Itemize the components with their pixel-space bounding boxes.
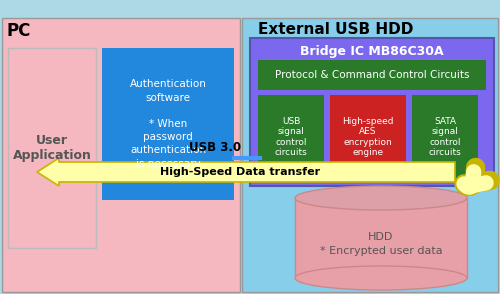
Bar [295, 198, 467, 278]
Text: High-Speed Data transfer: High-Speed Data transfer [160, 167, 320, 177]
Text: USB 3.0: USB 3.0 [189, 141, 241, 154]
Text: Protocol & Command Control Circuits: Protocol & Command Control Circuits [275, 70, 469, 80]
Ellipse shape [295, 186, 467, 210]
Bar [258, 60, 486, 90]
Bar [330, 95, 406, 179]
Text: Bridge IC MB86C30A: Bridge IC MB86C30A [300, 46, 444, 59]
Text: USB
signal
control
circuits: USB signal control circuits [274, 117, 308, 157]
Ellipse shape [295, 266, 467, 290]
Text: High-speed
AES
encryption
engine: High-speed AES encryption engine [342, 117, 394, 157]
Bar [258, 95, 324, 179]
Text: HDD
* Encrypted user data: HDD * Encrypted user data [320, 232, 442, 256]
FancyArrow shape [37, 158, 455, 186]
Bar [2, 18, 240, 292]
Text: Authentication
software

* When
password
authentication
is necessary: Authentication software * When password … [130, 79, 206, 168]
Bar [8, 48, 96, 248]
FancyArrowPatch shape [464, 172, 486, 187]
Bar [242, 18, 498, 292]
Bar [250, 38, 494, 186]
Bar [412, 95, 478, 179]
Text: SATA
signal
control
circuits: SATA signal control circuits [428, 117, 462, 157]
FancyArrowPatch shape [464, 168, 490, 187]
Text: User
Application: User Application [12, 134, 92, 162]
Text: PC: PC [7, 22, 32, 40]
Bar [102, 48, 234, 200]
Text: External USB HDD: External USB HDD [258, 22, 414, 37]
